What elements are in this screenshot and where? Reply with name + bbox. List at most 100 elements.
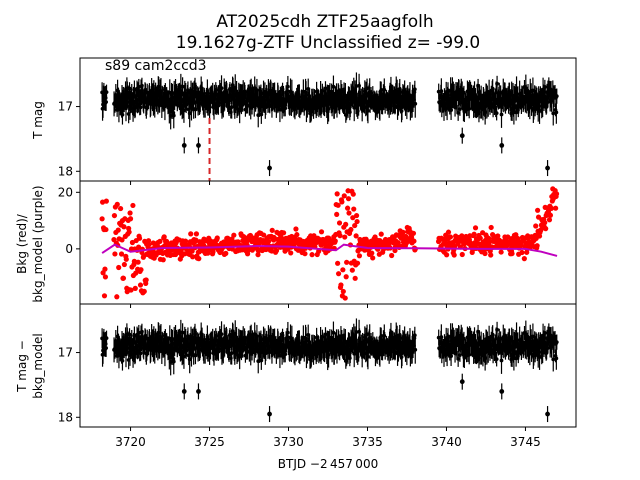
bkg-point [351,206,357,212]
top-outlier-point [196,142,201,148]
top-point [499,112,504,117]
bottom-point [104,346,108,350]
bkg-point [118,251,125,257]
bkg-point [269,227,275,233]
bkg-point [120,275,127,281]
bkg-point [340,267,346,273]
bottom-point [458,353,462,358]
x-ticks: 3720 3725 3730 3735 3740 3745 [115,435,540,449]
top-point [331,84,336,89]
x-tick-label: 3720 [115,435,146,449]
bkg-point [133,270,139,276]
bkg-model-line [101,243,558,257]
bkg-point [265,238,272,245]
bottom-point [297,341,302,345]
bkg-point [459,233,465,239]
bkg-point [281,230,287,236]
bkg-point [115,227,121,233]
bkg-point [370,255,376,261]
bottom-point [494,357,499,362]
bkg-point [334,211,340,218]
bkg-point [231,232,237,238]
bottom-point [495,327,499,332]
bkg-point [136,235,143,241]
bkg-point [146,241,152,248]
bkg-point [288,250,294,256]
bkg-point [302,251,308,257]
bkg-point [114,201,120,207]
bkg-point [350,215,356,221]
top-point [456,111,461,115]
bottom-outlier-point [459,379,465,385]
top-point [551,111,556,116]
bkg-point [548,205,554,212]
bottom-point [462,336,466,341]
middle-ylabel-line1: Bkg (red)/ [15,213,29,274]
bkg-point [348,226,354,233]
top-ytick-label: 18 [58,164,73,178]
x-tick-label: 3735 [352,435,383,449]
bkg-point [334,191,340,197]
top-point [219,86,224,91]
bkg-point [121,224,127,230]
bkg-point [378,231,384,237]
bkg-point [352,222,358,229]
bottom-point [171,359,176,364]
bottom-point [413,347,418,352]
bkg-point [345,196,352,202]
top-point [285,84,290,89]
bottom-point [136,330,141,335]
bottom-outlier-point [499,388,505,394]
bkg-point [472,225,479,231]
bkg-point [353,233,359,239]
bkg-point [309,252,315,258]
bkg-point [102,266,108,272]
bottom-outlier-point [267,411,272,417]
bkg-point [339,199,345,205]
bkg-point [451,252,457,258]
top-point [366,108,370,113]
bottom-point [180,330,185,335]
bottom-point [329,335,334,340]
bkg-point [116,264,122,271]
bottom-point [285,330,290,335]
x-tick-label: 3740 [431,435,462,449]
bottom-plot-frame [79,303,577,428]
bottom-ytick-label: 18 [58,410,73,424]
x-axis-label: BTJD −2 457 000 [278,457,378,471]
bottom-data-points [100,318,559,423]
bkg-point [519,249,525,256]
bkg-point [99,216,105,222]
bkg-point [488,224,494,231]
middle-y-ticks: 0 20 [58,185,526,308]
top-point [413,101,418,106]
bkg-point [193,231,200,237]
bkg-point [342,234,348,240]
top-ytick-label: 17 [58,100,73,114]
bkg-point [400,229,406,235]
bkg-point [135,259,141,265]
bkg-point [349,267,355,273]
top-outlier-point [459,133,465,139]
top-point [259,112,264,117]
bkg-point [111,212,118,219]
middle-data-points [99,186,560,301]
bkg-point [223,250,229,256]
top-point [297,95,302,99]
bkg-point [553,205,559,211]
middle-ytick-label: 0 [65,242,73,256]
top-point [136,84,141,89]
bkg-point [342,295,348,301]
bkg-point [471,231,477,237]
bkg-point [196,256,202,262]
bottom-point [365,332,369,337]
bkg-point [535,207,541,213]
bottom-point [499,358,504,363]
top-point [494,111,499,116]
bkg-point [534,243,540,249]
bkg-point [335,271,342,277]
bkg-point [389,252,395,259]
